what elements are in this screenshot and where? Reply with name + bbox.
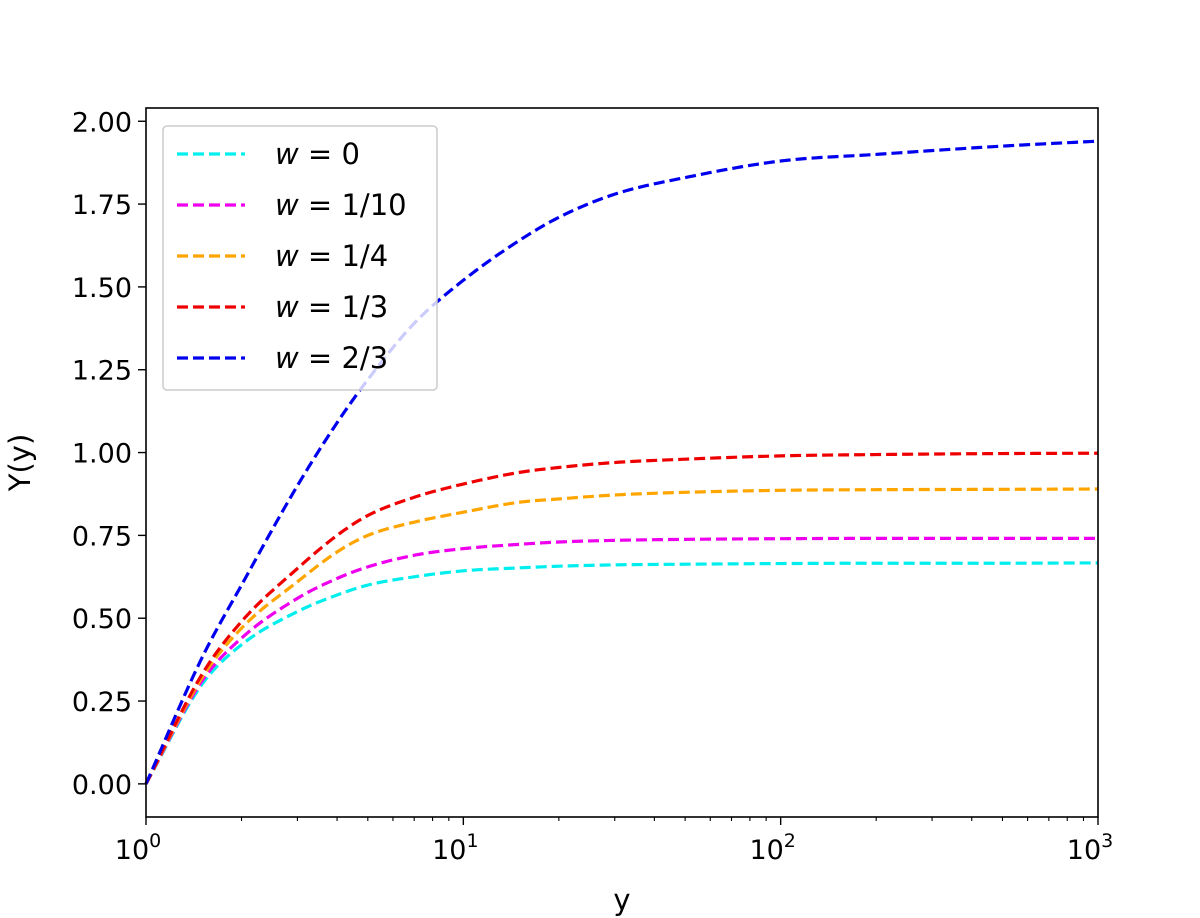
x-tick-label: 100 (115, 830, 161, 866)
plot-area-frame (145, 107, 1099, 818)
y-tick-label: 0.75 (72, 521, 132, 552)
series-line-4 (144, 139, 1099, 785)
legend-label: w = 1/4 (275, 239, 388, 273)
legend-label: w = 2/3 (275, 341, 388, 375)
legend-label: w = 1/10 (275, 188, 407, 222)
y-tick-label: 2.00 (72, 107, 132, 138)
legend: w = 0 w = 1/10 w = 1/4 w = 1/3 w = 2/3 (162, 125, 438, 391)
y-tick-label: 0.50 (72, 604, 132, 635)
x-axis-label: y (613, 883, 630, 917)
y-axis-label: Y(y) (3, 434, 37, 493)
series-line-2 (144, 487, 1099, 785)
x-major-ticks: 100 101 102 103 (115, 817, 1113, 866)
y-tick-label: 1.25 (72, 356, 132, 387)
y-tick-label: 0.00 (72, 770, 132, 801)
x-tick-label: 102 (749, 830, 795, 866)
y-tick-label: 1.00 (72, 439, 132, 470)
y-tick-label: 0.25 (72, 687, 132, 718)
x-tick-label: 101 (432, 830, 478, 866)
y-ticks: 0.00 0.25 0.50 0.75 1.00 1.25 1.50 1.75 2.00 (72, 107, 146, 801)
legend-box (162, 125, 438, 391)
series-line-0 (144, 561, 1099, 785)
x-tick-label: 103 (1067, 830, 1113, 866)
series-line-3 (144, 451, 1099, 785)
series-line-1 (144, 536, 1098, 785)
legend-label: w = 1/3 (275, 290, 388, 324)
series-layer (144, 139, 1099, 785)
y-tick-label: 1.75 (72, 190, 132, 221)
y-tick-label: 1.50 (72, 273, 132, 304)
legend-label: w = 0 (275, 137, 360, 171)
